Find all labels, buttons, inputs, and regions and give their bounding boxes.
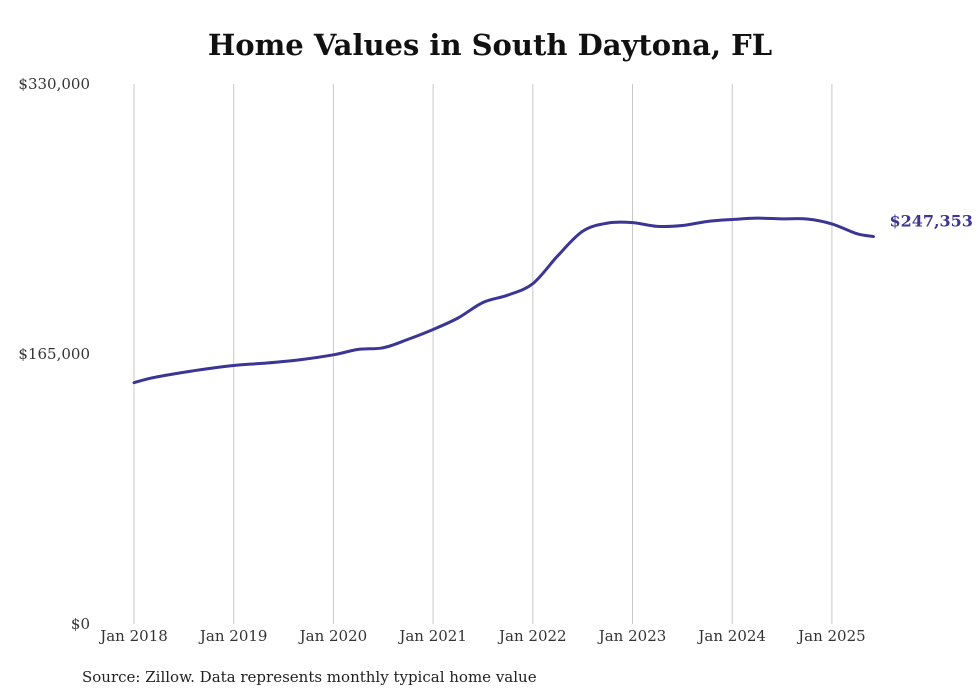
chart-title: Home Values in South Daytona, FL: [207, 28, 773, 62]
gridlines: [133, 84, 833, 624]
series-layer: $247,353: [132, 212, 973, 385]
x-tick-label: Jan 2018: [98, 627, 168, 645]
x-tick-label: Jan 2024: [696, 627, 766, 645]
y-tick-label: $0: [71, 615, 90, 633]
x-tick-label: Jan 2020: [298, 627, 368, 645]
y-tick-label: $330,000: [18, 75, 90, 93]
series-line: [132, 216, 875, 385]
x-axis-ticks: Jan 2018 Jan 2019 Jan 2020 Jan 2021 Jan 2022…: [98, 627, 865, 645]
x-tick-label: Jan 2023: [597, 627, 667, 645]
x-tick-label: Jan 2022: [497, 627, 567, 645]
y-axis-ticks: $0 $165,000 $330,000: [18, 75, 90, 633]
series-end-label: $247,353: [889, 212, 973, 231]
x-tick-label: Jan 2021: [397, 627, 467, 645]
x-tick-label: Jan 2019: [198, 627, 268, 645]
y-tick-label: $165,000: [18, 345, 90, 363]
x-tick-label: Jan 2025: [796, 627, 866, 645]
source-note: Source: Zillow. Data represents monthly …: [82, 668, 537, 686]
